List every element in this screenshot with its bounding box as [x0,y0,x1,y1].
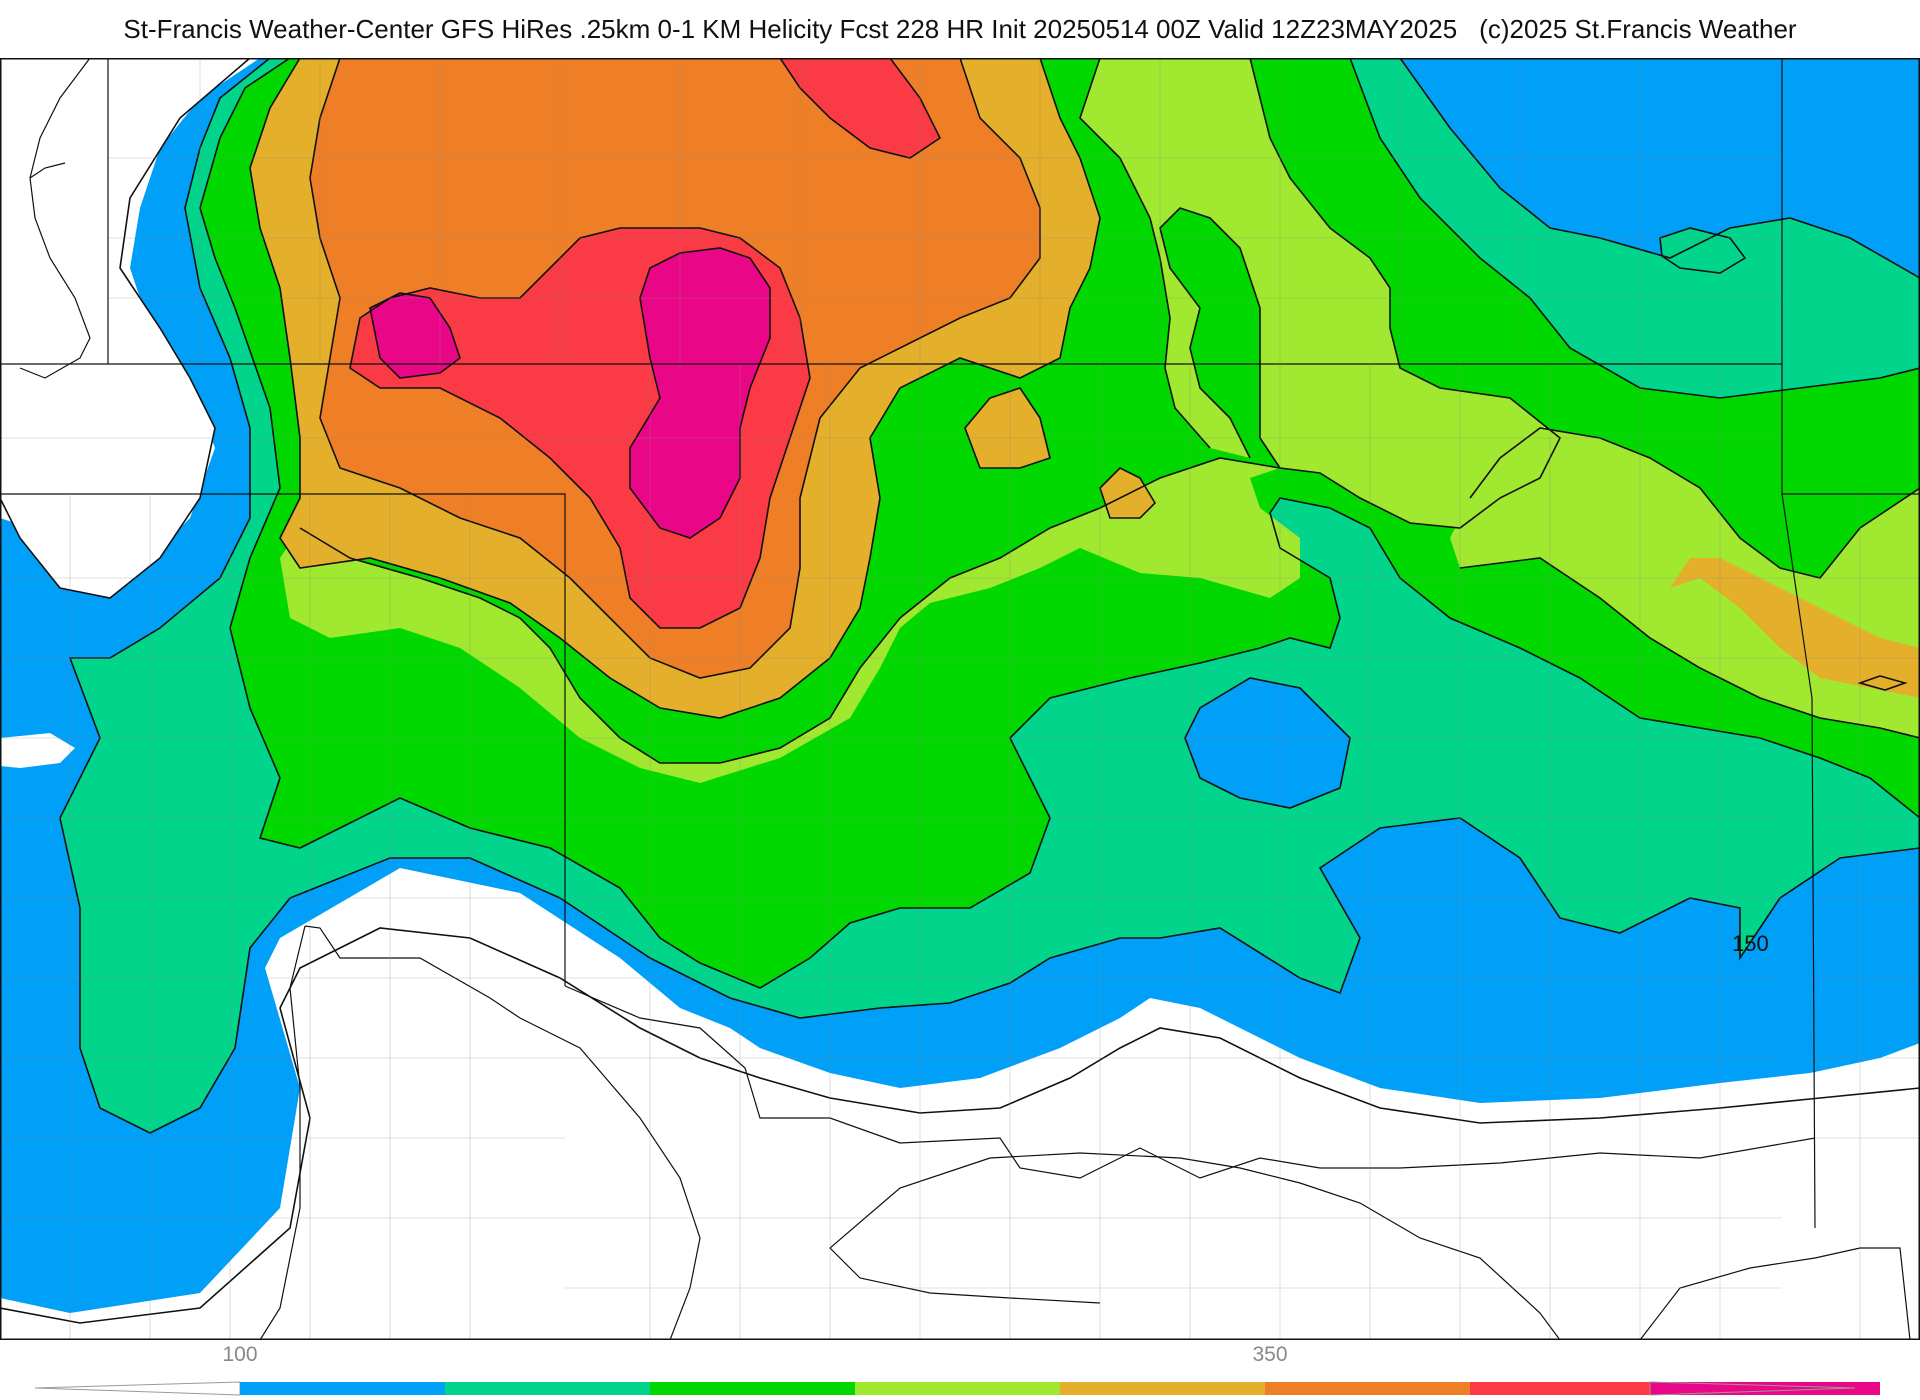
contour-line [1349,58,1920,399]
helicity-band-below-nw [0,58,250,598]
contour-line [309,58,1041,679]
contour-line [1857,675,1908,691]
helicity-band-8 [630,248,770,538]
colorbar-swatch [855,1382,1060,1395]
contour-line [249,58,1101,719]
contour-line [59,58,1920,1134]
state-boundary [1781,58,1816,1229]
contour-line [369,292,461,379]
colorbar [34,1381,1880,1396]
contour-line [779,58,942,159]
county-boundaries [0,58,1920,1340]
colorbar-tick-label: 350 [1252,1343,1288,1366]
contour-line [1079,58,1211,449]
helicity-band-below-south [0,928,1920,1340]
state-boundary [564,985,1816,1179]
colorbar-swatch [240,1382,445,1395]
colorbar-tick-label: 100 [222,1343,258,1366]
contour-line [1099,467,1157,519]
state-boundary [19,58,91,379]
contour-line [629,247,771,539]
state-boundaries [0,58,1920,1340]
county-grid [69,494,471,1340]
contour-line [1399,58,1920,279]
county-grid [1782,494,1920,1340]
helicity-band-4 [280,58,1560,783]
state-boundary [0,493,566,986]
state-boundary [29,162,66,179]
helicity-band-below-west [0,733,75,768]
state-boundary [829,1157,1101,1304]
colorbar-swatches [240,1382,1880,1395]
state-boundary [1639,1247,1911,1340]
contour-line [1249,58,1562,529]
contour-line [1184,677,1351,809]
colorbar-swatch [1470,1382,1675,1395]
county-grid [649,364,1721,1340]
map-frame [0,58,1920,1340]
colorbar-swatch [650,1382,855,1395]
county-grid [0,577,565,1219]
contour-line [1459,557,1920,739]
state-boundary [989,1152,1561,1340]
contour-line [964,387,1051,469]
county-grid [0,157,1782,439]
copyright-text: (c)2025 St.Francis Weather [1479,14,1797,44]
contour-line [199,58,1920,989]
state-boundary [259,925,306,1340]
map-title: St-Francis Weather-Center GFS HiRes .25k… [0,14,1920,45]
colorbar-swatch [445,1382,650,1395]
colorbar-low-arrow [34,1381,241,1396]
helicity-band-1-island [1185,678,1350,808]
colorbar-swatch [1265,1382,1470,1395]
helicity-band-2-island [1660,228,1745,273]
title-text: St-Francis Weather-Center GFS HiRes .25k… [123,14,1458,44]
helicity-band-5-island-1 [965,388,1050,468]
state-boundary [304,925,701,1340]
helicity-band-7-north [780,58,940,158]
helicity-band-8-west [370,293,460,378]
contour-line [0,927,1920,1324]
contour-lines [0,58,1920,1324]
colorbar-high-arrow [1649,1381,1856,1396]
county-grid [199,58,1641,364]
contour-line [0,58,251,599]
contour-line [1659,227,1747,274]
contour-label-150: 150 [1732,931,1769,956]
county-grid [565,577,1782,1289]
helicity-band-5-island-3 [1670,558,1920,698]
contour-line [1469,427,1920,579]
contour-line [349,227,811,629]
helicity-map: 150 [0,58,1920,1340]
colorbar-swatch [1060,1382,1265,1395]
